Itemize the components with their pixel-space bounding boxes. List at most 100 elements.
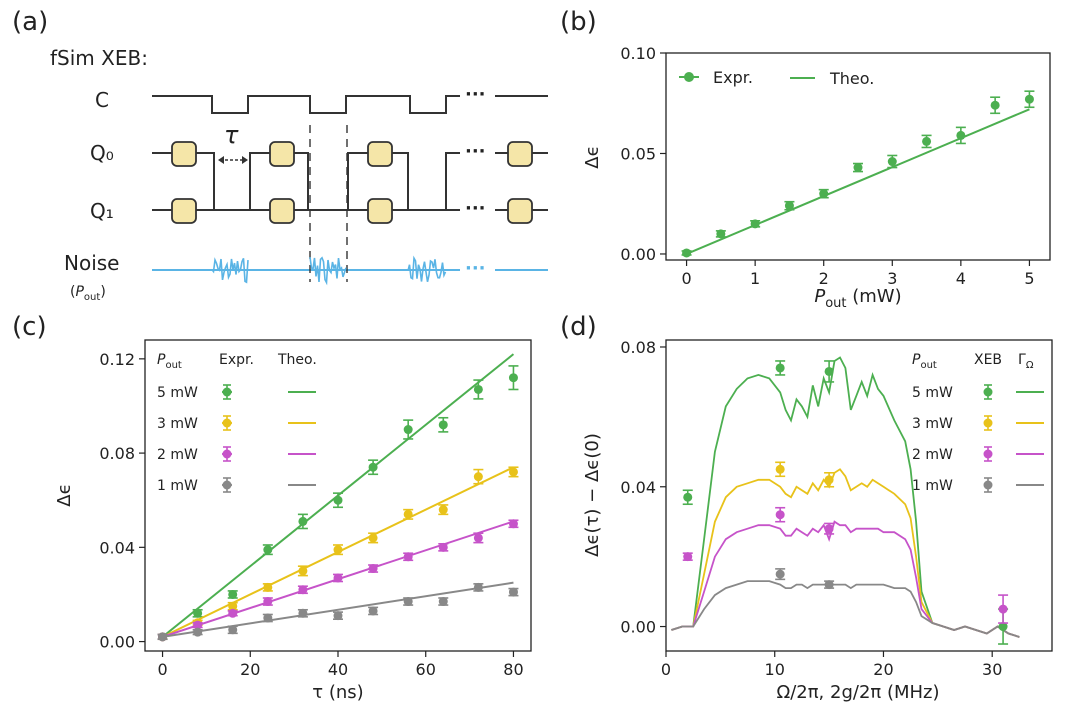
b-point-1 [716, 229, 726, 239]
panel-d-axes: 0 10 20 30 0.00 0.04 0.08 [620, 338, 1002, 679]
c-2mw-point-2 [228, 608, 238, 618]
panel-b-frame [665, 52, 1051, 261]
c-3mw-point-5 [333, 545, 343, 555]
panel-b-xlabel: Pout (mW) [814, 286, 901, 311]
d-5mw-point-2 [824, 366, 834, 376]
b-point-3 [784, 201, 794, 211]
c-control-waveform [152, 95, 548, 114]
b-ytick-label-2: 0.10 [620, 44, 656, 63]
b-ytick-label-1: 0.05 [620, 144, 656, 163]
legend-b-expr-marker [684, 72, 694, 82]
c-1mw-point-2 [228, 625, 238, 635]
noise-burst-2 [309, 256, 347, 286]
gate-q1-1 [171, 198, 197, 224]
c-5mw-point-1 [193, 608, 203, 618]
c-5mw-point-5 [333, 495, 343, 505]
c-5mw-point-6 [368, 462, 378, 472]
c-ytick-label-3: 0.12 [99, 350, 135, 369]
c-2mw-point-10 [508, 519, 518, 529]
c-xtick-label-4: 80 [503, 660, 523, 679]
d-3mw-curve [671, 468, 1020, 638]
c-3mw-point-3 [263, 582, 273, 592]
d-ytick-label-1: 0.04 [620, 478, 656, 497]
c-1mw-point-4 [298, 608, 308, 618]
row-label-q1: Q₁ [90, 199, 114, 223]
legend-c-label-2: 2 mW [157, 447, 198, 463]
c-ytick-label-2: 0.08 [99, 444, 135, 463]
c-xtick-label-3: 60 [416, 660, 436, 679]
legend-d-label-0: 5 mW [912, 385, 953, 401]
legend-d-label-2: 2 mW [912, 447, 953, 463]
panel-d-letter: (d) [560, 312, 597, 342]
gate-q0-3 [367, 141, 393, 167]
legend-d-marker-0 [983, 387, 993, 397]
legend-b-theo-label: Theo. [829, 69, 874, 88]
legend-b-expr-label: Expr. [713, 68, 753, 87]
legend-c-header-theo: Theo. [277, 352, 317, 368]
c-5mw-point-10 [508, 373, 518, 383]
panel-d-ylabel: Δϵ(τ) − Δϵ(0) [582, 433, 603, 557]
d-5mw-curve [671, 356, 1020, 638]
panel-a-letter: (a) [12, 7, 48, 37]
c-2mw-point-5 [333, 573, 343, 583]
panel-d-marks [671, 356, 1020, 645]
c-5mw-point-9 [473, 384, 483, 394]
b-point-4 [819, 189, 829, 199]
gate-q0-1 [171, 141, 197, 167]
legend-c-label-1: 3 mW [157, 416, 198, 432]
legend-d-header-xeb: XEB [974, 352, 1002, 368]
tau-label: τ [224, 121, 239, 149]
c-3mw-point-9 [473, 472, 483, 482]
b-xtick-label-3: 3 [887, 269, 897, 288]
d-5mw-point-3 [998, 622, 1008, 632]
b-point-2 [750, 219, 760, 229]
c-2mw-point-6 [368, 564, 378, 574]
d-2mw-point-0 [683, 552, 693, 562]
panel-d-xlabel: Ω/2π, 2g/2π (MHz) [776, 682, 939, 703]
panel-c-ylabel: Δϵ [54, 483, 75, 506]
gate-q0-2 [269, 141, 295, 167]
noise-burst-3 [407, 255, 447, 282]
c-5mw-point-2 [228, 589, 238, 599]
d-5mw-point-0 [683, 492, 693, 502]
c-1mw-point-10 [508, 587, 518, 597]
row-sublabel-noise: (Pout) [70, 284, 106, 303]
tau-arrowheads [218, 156, 248, 164]
b-point-5 [853, 163, 863, 173]
row-label-c: C [95, 88, 109, 112]
panel-b: (b) 0 1 2 3 4 5 0.00 0.05 0.10 Pout (mW) Δϵ Expr… [560, 7, 1051, 311]
c-2mw-point-4 [298, 585, 308, 595]
panel-b-axes: 0 1 2 3 4 5 0.00 0.05 0.10 [620, 44, 1034, 288]
c-5mw-point-8 [438, 420, 448, 430]
c-ytick-label-0: 0.00 [99, 633, 135, 652]
c-2mw-point-7 [403, 552, 413, 562]
panel-c-axes: 0 20 40 60 80 0.00 0.04 0.08 0.12 [99, 350, 523, 679]
c-3mw-point-10 [508, 467, 518, 477]
row-label-q0: Q₀ [90, 141, 114, 165]
c-xtick-label-0: 0 [157, 660, 167, 679]
row-label-noise: Noise [64, 251, 119, 275]
panel-b-legend: Expr. Theo. [679, 68, 874, 88]
legend-c-header-expr: Expr. [219, 352, 254, 368]
c-1mw-point-6 [368, 606, 378, 616]
legend-d-header-gamma: ΓΩ [1018, 352, 1034, 371]
panel-d-frame [665, 339, 1053, 652]
panel-c: (c) 0 20 40 60 800.000.040.080.12 τ (ns) Δϵ … [12, 312, 532, 703]
c-1mw-point-5 [333, 611, 343, 621]
legend-d-marker-2 [983, 449, 993, 459]
legend-d-marker-3 [983, 480, 993, 490]
c-1mw-theory-line [162, 581, 514, 638]
c-1mw-point-1 [193, 627, 203, 637]
panel-a-title: fSim XEB: [50, 46, 148, 70]
d-2mw-point-3 [998, 604, 1008, 614]
noise-burst-1 [211, 257, 249, 284]
c-2mw-point-3 [263, 597, 273, 607]
d-3mw-point-1 [824, 475, 834, 485]
b-point-7 [922, 136, 932, 146]
d-xtick-label-2: 20 [873, 660, 893, 679]
panel-d: (d) 0 10 20 30 0.00 0.04 0.08 Ω/2π, 2g/2π (MHz… [560, 312, 1053, 703]
legend-d-label-1: 3 mW [912, 416, 953, 432]
legend-c-label-3: 1 mW [157, 478, 198, 494]
panel-b-ylabel: Δϵ [582, 145, 603, 168]
